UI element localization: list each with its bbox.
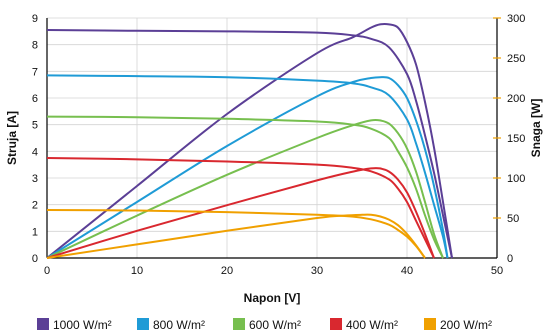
tick-labels: 0 10 20 30 40 50 0 1 2 3 4 5 6 7 8 9 0 50 100 150 200 250 300: [32, 13, 525, 277]
power-curve-400: [46, 167, 435, 259]
legend-label: 800 W/m²: [153, 318, 205, 332]
legend-label: 600 W/m²: [249, 318, 301, 332]
x-tick-label: 10: [131, 265, 143, 277]
current-curve-400: [46, 157, 435, 259]
x-tick-label: 40: [401, 265, 413, 277]
right-tick-label: 300: [507, 13, 525, 25]
x-tick-label: 50: [491, 265, 503, 277]
legend-swatch: [137, 318, 149, 330]
legend-label: 400 W/m²: [346, 318, 398, 332]
right-tick-label: 200: [507, 93, 525, 105]
left-tick-label: 1: [32, 226, 38, 238]
power-curve-800: [46, 76, 449, 259]
right-tick-label: 100: [507, 173, 525, 185]
left-tick-label: 4: [32, 146, 38, 158]
legend-label: 200 W/m²: [440, 318, 492, 332]
power-curve-1000: [46, 23, 453, 259]
left-tick-label: 5: [32, 120, 38, 132]
right-tick-label: 0: [507, 253, 513, 265]
power-curve-200: [46, 213, 426, 259]
right-axis-title: Snaga [W]: [529, 99, 543, 158]
right-tick-label: 50: [507, 213, 519, 225]
left-tick-label: 0: [32, 253, 38, 265]
x-tick-label: 0: [44, 265, 50, 277]
power-curve-600: [46, 118, 444, 259]
legend-swatch: [330, 318, 342, 330]
left-tick-label: 8: [32, 40, 38, 52]
current-curve-200: [46, 209, 426, 259]
right-tick-label: 150: [507, 133, 525, 145]
data-series: [46, 23, 453, 259]
legend-swatch: [233, 318, 245, 330]
x-tick-label: 30: [311, 265, 323, 277]
left-tick-label: 7: [32, 66, 38, 78]
current-curve-1000: [46, 29, 453, 259]
x-tick-label: 20: [221, 265, 233, 277]
left-tick-label: 2: [32, 200, 38, 212]
current-curve-800: [46, 74, 449, 259]
left-axis-title: Struja [A]: [5, 111, 19, 165]
grid: [47, 17, 497, 258]
legend: 1000 W/m² 800 W/m² 600 W/m² 400 W/m² 200 W/m…: [37, 318, 492, 332]
left-tick-label: 3: [32, 173, 38, 185]
legend-swatch: [424, 318, 436, 330]
right-tick-label: 250: [507, 53, 525, 65]
axis-titles: Napon [V] Struja [A] Snaga [W]: [5, 99, 543, 305]
legend-swatch: [37, 318, 49, 330]
left-tick-label: 6: [32, 93, 38, 105]
x-axis-title: Napon [V]: [244, 291, 301, 305]
legend-label: 1000 W/m²: [53, 318, 112, 332]
current-curve-600: [46, 115, 444, 259]
left-tick-label: 9: [32, 13, 38, 25]
